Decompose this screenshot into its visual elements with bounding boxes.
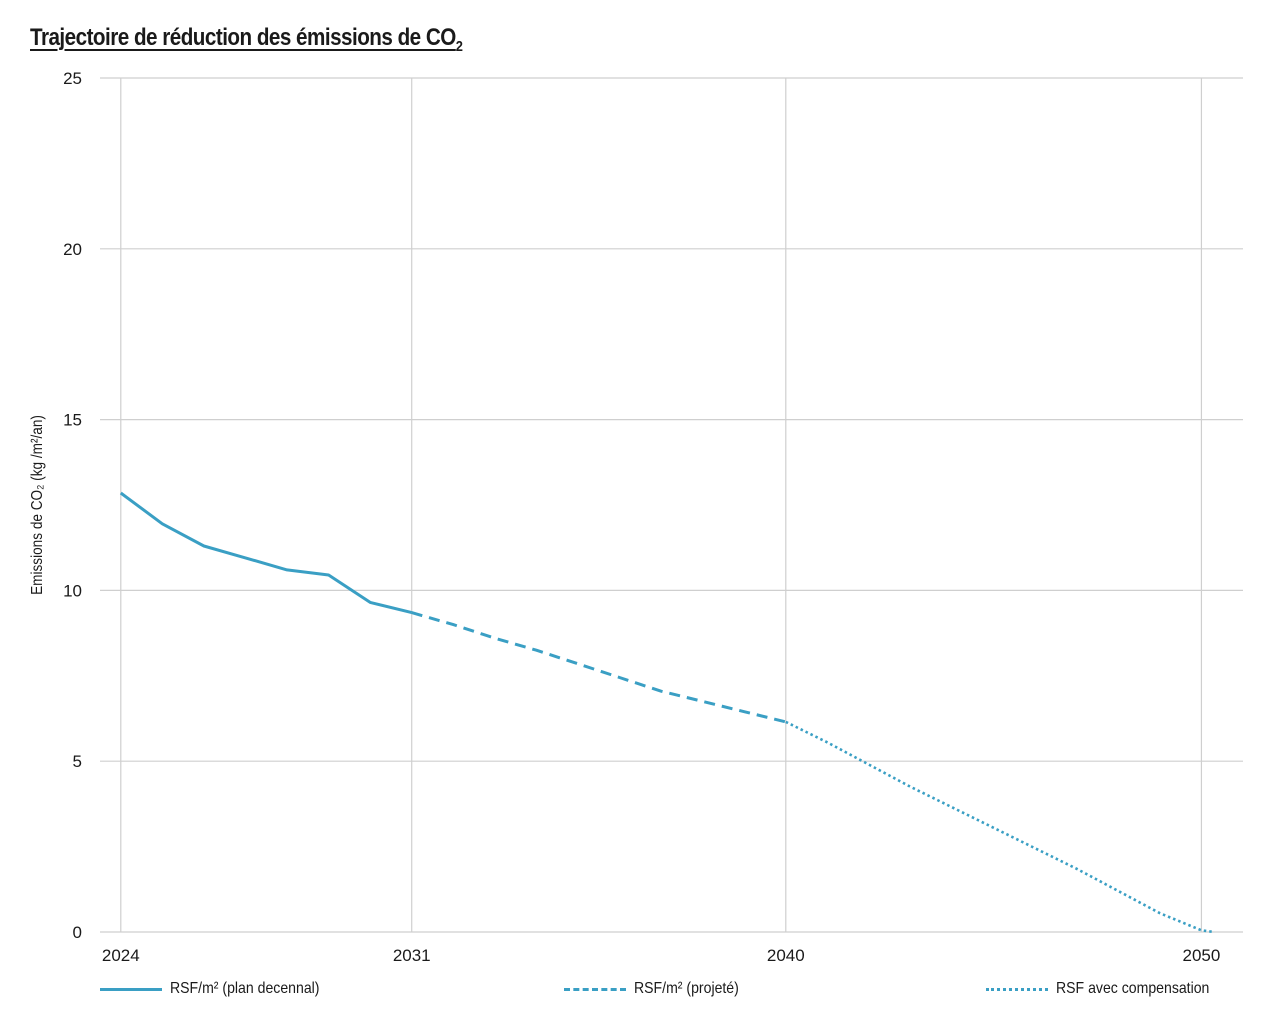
series-line-dotted (785, 720, 1215, 934)
legend-item-projete: RSF/m² (projeté) (564, 976, 753, 1002)
legend-item-plan-decennal: RSF/m² (plan decennal) (100, 976, 340, 1002)
y-tick-label: 10 (63, 581, 82, 600)
series-lines (119, 491, 1215, 934)
legend-label: RSF/m² (plan decennal) (170, 980, 320, 997)
x-tick-label: 2040 (767, 946, 805, 965)
y-tick-label: 5 (73, 752, 82, 771)
legend-swatch-solid (100, 987, 162, 991)
x-axis-ticks: 2024 2031 2040 2050 (102, 946, 1220, 965)
x-tick-label: 2050 (1183, 946, 1221, 965)
chart-title: Trajectoire de réduction des émissions d… (30, 24, 463, 55)
gridlines (100, 77, 1243, 933)
y-tick-label: 0 (73, 923, 82, 942)
series-line-solid (119, 491, 413, 615)
legend-label: RSF/m² (projeté) (634, 980, 739, 997)
y-tick-label: 15 (63, 411, 82, 430)
series-line-dashed (411, 611, 787, 724)
y-tick-label: 20 (63, 240, 82, 259)
legend-item-compensation: RSF avec compensation (986, 976, 1230, 1002)
legend-swatch-dashed (564, 987, 626, 991)
x-tick-label: 2024 (102, 946, 140, 965)
y-tick-label: 25 (63, 69, 82, 88)
x-tick-label: 2031 (393, 946, 431, 965)
legend-label: RSF avec compensation (1056, 980, 1210, 997)
legend-swatch-dotted (986, 987, 1048, 991)
y-axis-ticks: 0 5 10 15 20 25 (63, 69, 82, 942)
